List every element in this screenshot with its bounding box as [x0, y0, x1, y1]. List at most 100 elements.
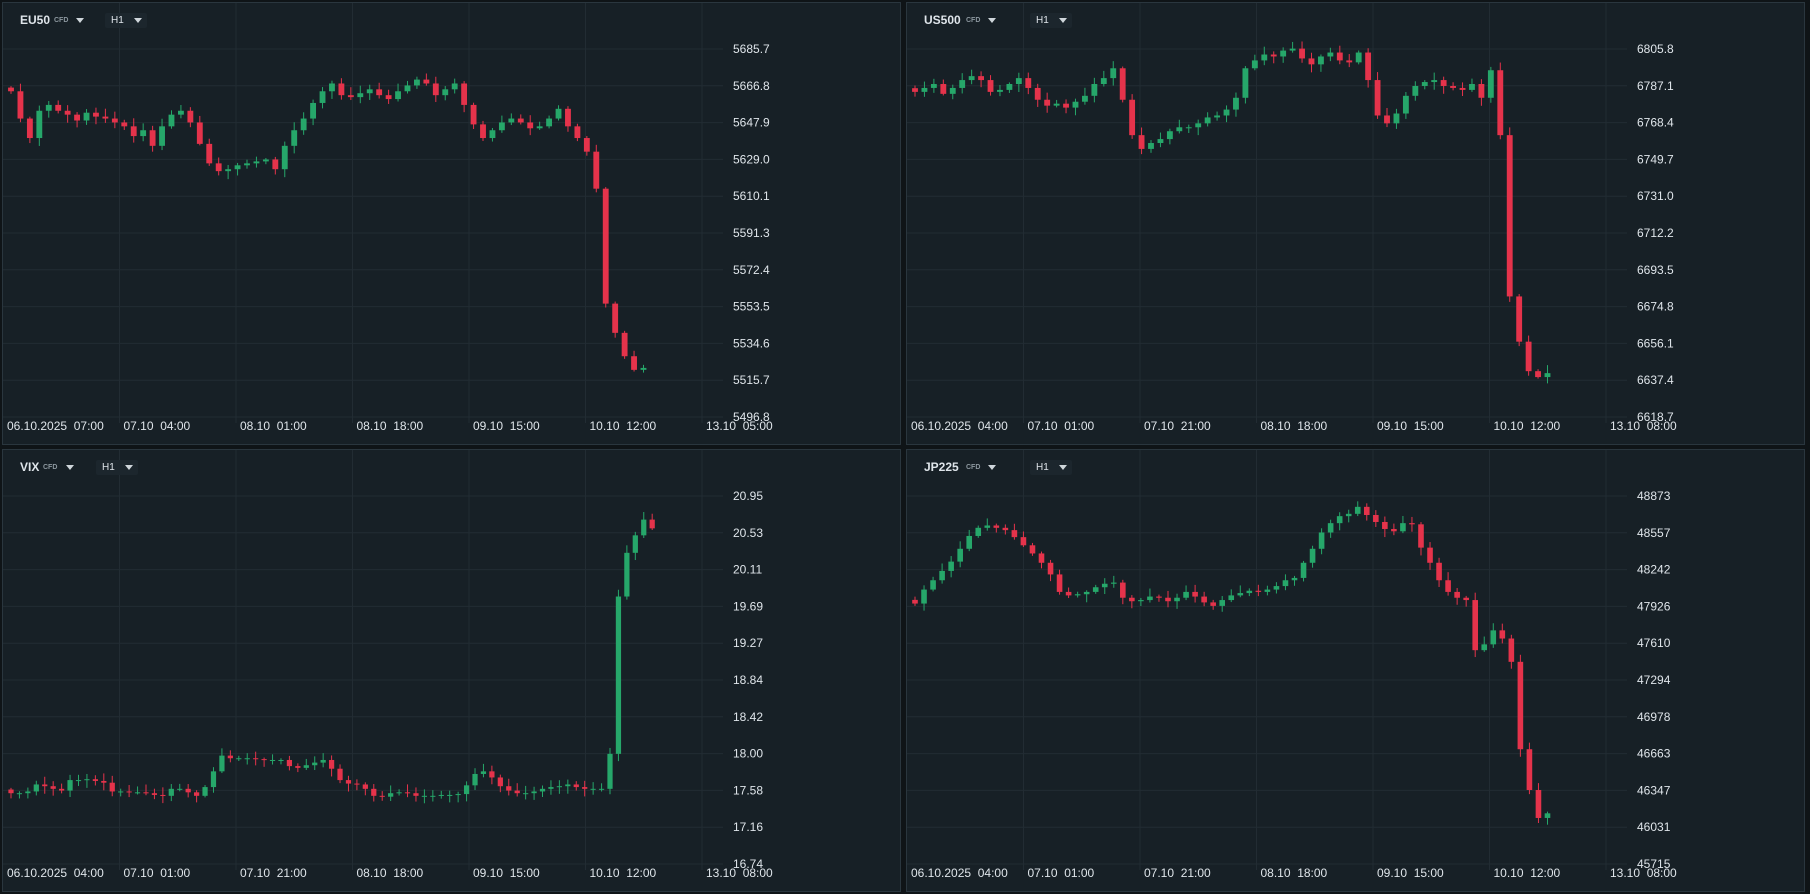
candle-body: [959, 80, 966, 88]
price-tick-label: 6656.1: [1637, 336, 1674, 350]
time-tick-label: 08.10 18:00: [357, 419, 424, 433]
chart-panel-us500[interactable]: 6805.8 6787.1 6768.4 6749.7 6731.0 6712.2 6693…: [906, 2, 1805, 445]
candle-body: [536, 126, 543, 129]
candle-body: [640, 367, 647, 370]
candle-body: [1138, 600, 1144, 602]
candle-body: [269, 759, 276, 761]
candle-body: [281, 145, 288, 170]
timeframe-selector[interactable]: H1: [1030, 460, 1072, 475]
chart-panel-eu50[interactable]: 5685.7 5666.8 5647.9 5629.0 5610.1 5591.3 5572…: [2, 2, 901, 445]
candle-body: [574, 126, 581, 139]
candle-body: [55, 104, 62, 111]
price-tick-label: 18.42: [733, 710, 763, 724]
price-tick-label: 5515.7: [733, 373, 770, 387]
chart-svg: 48873 48557 48242 47926 47610 47294 46978 46663…: [907, 450, 1804, 891]
candle-body: [1072, 101, 1079, 108]
candle-body: [1345, 513, 1352, 517]
candle-body: [1255, 590, 1262, 592]
candle-body: [1355, 52, 1362, 63]
timeframe-selector[interactable]: H1: [105, 13, 147, 28]
candle-body: [1374, 80, 1381, 116]
candle-body: [1233, 97, 1239, 110]
candle-body: [1119, 68, 1126, 100]
candle-body: [121, 122, 128, 127]
candle-body: [111, 118, 118, 123]
price-tick-label: 6731.0: [1637, 189, 1674, 203]
candle-body: [227, 755, 233, 759]
candle-body: [64, 110, 71, 115]
time-tick-label: 09.10 15:00: [473, 419, 540, 433]
candle-body: [385, 95, 392, 100]
price-tick-label: 5496.8: [733, 410, 770, 424]
candle-body: [497, 777, 503, 787]
candle-body: [912, 599, 918, 604]
candle-body: [8, 87, 14, 92]
time-tick-label: 13.10 08:00: [706, 866, 773, 880]
candle-body: [1251, 60, 1258, 69]
candle-body: [1156, 596, 1162, 598]
candle-body: [1336, 516, 1343, 524]
candle-body: [262, 159, 269, 162]
candle-body: [590, 788, 596, 790]
price-tick-label: 47294: [1637, 673, 1671, 687]
candle-body: [379, 795, 385, 797]
time-tick-label: 09.10 15:00: [1377, 866, 1444, 880]
time-tick-label: 08.10 18:00: [1261, 866, 1328, 880]
panel-header: US500 CFD H1: [907, 3, 1804, 33]
candle-body: [1157, 139, 1164, 144]
instrument-type-label: CFD: [54, 17, 69, 24]
candle-body: [219, 755, 225, 772]
candle-body: [948, 561, 954, 571]
chevron-down-icon: [134, 18, 142, 23]
candle-body: [1402, 95, 1409, 114]
symbol-dropdown-icon[interactable]: [66, 465, 74, 470]
candle-body: [470, 104, 477, 125]
candle-body: [1166, 131, 1173, 140]
time-tick-label: 06.10.2025 07:00: [7, 419, 104, 433]
candle-body: [36, 110, 43, 139]
time-tick-label: 13.10 08:00: [1610, 419, 1677, 433]
symbol-dropdown-icon[interactable]: [988, 465, 996, 470]
chart-panel-vix[interactable]: 20.95 20.53 20.11 19.69 19.27 18.84 18.42 18.00…: [2, 449, 901, 892]
price-tick-label: 6768.4: [1637, 116, 1674, 130]
candle-body: [388, 793, 394, 797]
candle-body: [206, 143, 213, 164]
candle-body: [291, 130, 298, 146]
candle-body: [546, 118, 553, 127]
timeframe-selector[interactable]: H1: [96, 460, 138, 475]
candle-body: [1147, 596, 1153, 601]
candle-body: [447, 794, 453, 796]
candle-body: [244, 163, 250, 166]
symbol-dropdown-icon[interactable]: [76, 18, 84, 23]
candle-body: [1365, 52, 1372, 81]
candle-body: [102, 116, 109, 119]
candle-body: [67, 780, 73, 791]
candle-body: [1047, 562, 1054, 575]
candle-body: [612, 303, 619, 333]
candle-body: [404, 792, 411, 794]
candle-body: [1469, 84, 1475, 90]
symbol-label: JP225: [924, 460, 959, 474]
candle-body: [921, 589, 927, 604]
price-tick-label: 6674.8: [1637, 300, 1674, 314]
chart-panel-jp225[interactable]: 48873 48557 48242 47926 47610 47294 46978 46663…: [906, 449, 1805, 892]
candle-body: [1264, 589, 1271, 592]
candle-body: [1506, 135, 1513, 297]
candle-body: [286, 759, 293, 767]
timeframe-selector[interactable]: H1: [1030, 13, 1072, 28]
price-tick-label: 5553.5: [733, 300, 770, 314]
instrument-type-label: CFD: [43, 464, 58, 471]
symbol-dropdown-icon[interactable]: [988, 18, 996, 23]
chart-svg: 5685.7 5666.8 5647.9 5629.0 5610.1 5591.3 5572…: [3, 3, 900, 444]
candle-body: [328, 759, 335, 769]
candle-body: [1092, 587, 1099, 592]
candle-body: [1535, 371, 1541, 378]
candle-body: [101, 780, 107, 783]
candle-body: [1002, 527, 1009, 531]
candle-body: [1183, 591, 1189, 598]
candle-body: [215, 163, 222, 172]
candle-body: [1237, 593, 1244, 596]
candle-body: [1497, 70, 1504, 136]
candle-body: [1029, 545, 1036, 554]
candle-body: [1242, 68, 1249, 98]
